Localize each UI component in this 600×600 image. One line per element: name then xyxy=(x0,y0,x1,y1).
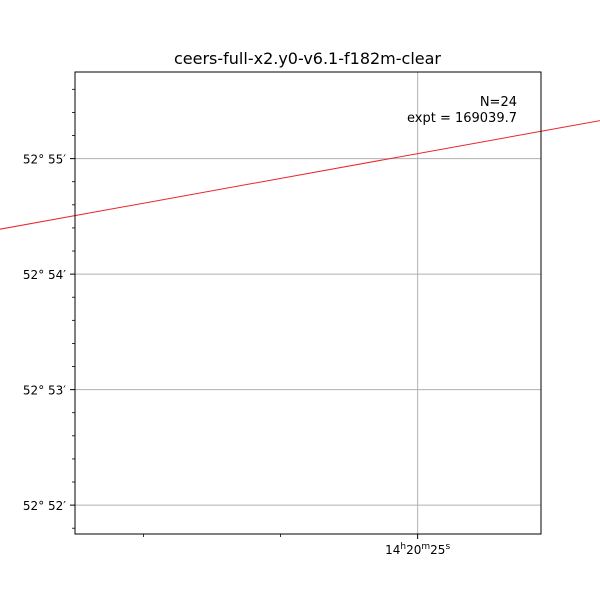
n-exposures-label: N=24 xyxy=(480,95,517,110)
grid-lines xyxy=(75,72,541,534)
plot-area: 52° 52′ 52° 53′ 52° 54′ 52° 55′ 14h20m25s14… xyxy=(0,71,600,557)
x-axis: 14h20m25s14h20m15s14h20m05s xyxy=(385,534,450,557)
exposure-time-label: expt = 169039.7 xyxy=(407,111,517,126)
y-tick-label: 52° 54′ xyxy=(23,268,66,282)
y-tick-label: 52° 52′ xyxy=(23,499,66,513)
path-line xyxy=(0,120,600,230)
y-tick-label: 52° 55′ xyxy=(23,153,66,167)
pointing-path xyxy=(0,120,600,230)
minor-ticks xyxy=(72,88,281,537)
plot-frame xyxy=(74,71,542,535)
chart-title: ceers-full-x2.y0-v6.1-f182m-clear xyxy=(174,49,441,68)
y-tick-label: 52° 53′ xyxy=(23,384,66,398)
y-axis: 52° 52′ 52° 53′ 52° 54′ 52° 55′ xyxy=(23,153,75,513)
x-tick-label: 14h20m25s xyxy=(385,542,450,557)
